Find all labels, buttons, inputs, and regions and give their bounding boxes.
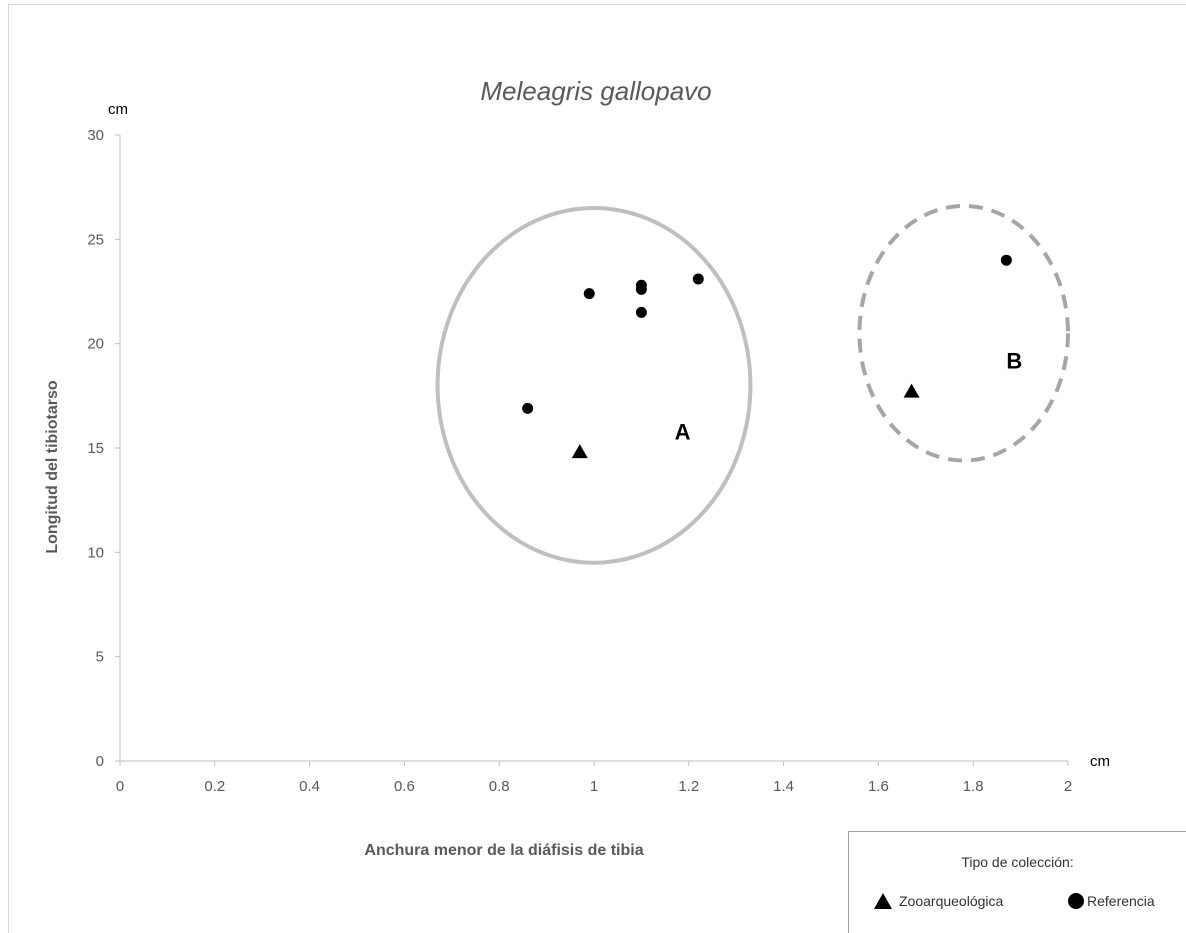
legend-item-zooarqueologica: Zooarqueológica: [873, 892, 1003, 910]
chart-title: Meleagris gallopavo: [480, 76, 711, 106]
y-tick-label: 20: [87, 336, 104, 353]
y-tick-label: 15: [87, 440, 104, 457]
data-point-referencia: [635, 283, 647, 295]
legend-item-referencia: Referencia: [1067, 892, 1155, 910]
y-axis-label: Longitud del tibiotarso: [44, 380, 61, 554]
data-point-referencia: [522, 402, 534, 414]
x-tick-label: 0.8: [489, 778, 510, 795]
data-point-referencia: [1000, 254, 1012, 266]
data-point-referencia: [692, 273, 704, 285]
legend-title: Tipo de colección:: [961, 854, 1074, 870]
legend-label-referencia: Referencia: [1087, 893, 1155, 909]
region-label-b: B: [1006, 349, 1022, 374]
x-tick-label: 0.2: [204, 778, 225, 795]
data-point-referencia: [635, 306, 647, 318]
region-ellipse-a: [435, 206, 753, 565]
x-tick-label: 2: [1064, 778, 1072, 795]
y-tick-label: 0: [96, 753, 104, 770]
legend: Tipo de colección: Zooarqueológica Refer…: [848, 831, 1186, 933]
y-tick-label: 30: [87, 127, 104, 144]
circle-marker-icon: [1068, 893, 1084, 909]
x-axis-label: Anchura menor de la diáfisis de tibia: [364, 842, 643, 859]
data-point-zooarqueologica: [903, 383, 920, 398]
data-point-referencia: [583, 288, 595, 300]
x-tick-label: 1.6: [868, 778, 889, 795]
data-points: [522, 254, 1012, 459]
x-tick-label: 0.4: [299, 778, 320, 795]
x-tick-label: 1: [590, 778, 598, 795]
x-unit-label: cm: [1090, 753, 1110, 770]
y-tick-label: 25: [87, 231, 104, 248]
legend-label-zooarqueologica: Zooarqueológica: [899, 893, 1004, 909]
region-ellipses: AB: [435, 203, 1070, 565]
x-tick-label: 1.2: [678, 778, 699, 795]
region-label-a: A: [675, 420, 691, 445]
chart-frame: [8, 4, 1186, 933]
x-tick-label: 0: [116, 778, 124, 795]
axes: [119, 135, 1068, 762]
x-tick-label: 1.8: [963, 778, 984, 795]
region-ellipse-b: [857, 203, 1070, 463]
y-unit-label: cm: [108, 101, 128, 118]
y-tick-label: 10: [87, 544, 104, 561]
triangle-marker-icon: [874, 893, 892, 909]
y-tick-label: 5: [96, 649, 104, 666]
x-tick-label: 1.4: [773, 778, 794, 795]
data-point-zooarqueologica: [571, 444, 588, 459]
x-tick-label: 0.6: [394, 778, 415, 795]
